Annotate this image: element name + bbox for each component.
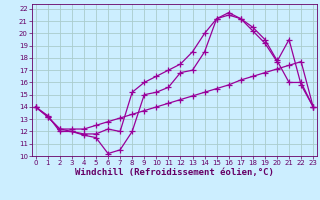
X-axis label: Windchill (Refroidissement éolien,°C): Windchill (Refroidissement éolien,°C) bbox=[75, 168, 274, 177]
